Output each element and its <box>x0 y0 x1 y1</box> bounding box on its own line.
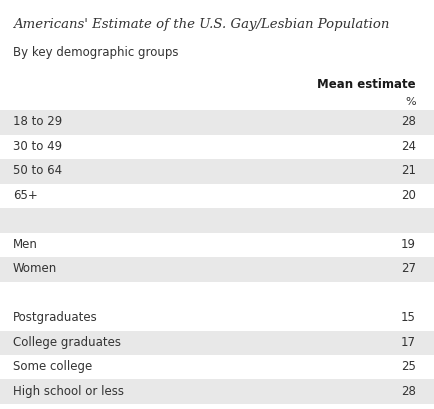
Text: Some college: Some college <box>13 360 92 373</box>
Bar <box>0 159 434 184</box>
Text: 65+: 65+ <box>13 189 38 202</box>
Text: 19: 19 <box>401 238 416 251</box>
Text: 27: 27 <box>401 263 416 275</box>
Bar <box>0 257 434 281</box>
Text: 30 to 49: 30 to 49 <box>13 140 62 153</box>
Text: 24: 24 <box>401 140 416 153</box>
Text: High school or less: High school or less <box>13 385 124 398</box>
Text: Americans' Estimate of the U.S. Gay/Lesbian Population: Americans' Estimate of the U.S. Gay/Lesb… <box>13 18 389 31</box>
Bar <box>0 330 434 355</box>
Text: College graduates: College graduates <box>13 336 121 349</box>
Text: Men: Men <box>13 238 38 251</box>
Text: Mean estimate: Mean estimate <box>317 78 416 91</box>
Text: %: % <box>405 97 416 107</box>
Text: 50 to 64: 50 to 64 <box>13 164 62 178</box>
Text: 18 to 29: 18 to 29 <box>13 115 62 128</box>
Text: 17: 17 <box>401 336 416 349</box>
Bar <box>0 380 434 404</box>
Text: By key demographic groups: By key demographic groups <box>13 46 178 59</box>
Text: Women: Women <box>13 263 57 275</box>
Text: 21: 21 <box>401 164 416 178</box>
Text: 28: 28 <box>401 115 416 128</box>
Text: 28: 28 <box>401 385 416 398</box>
Bar <box>0 208 434 232</box>
Text: 20: 20 <box>401 189 416 202</box>
Text: 15: 15 <box>401 311 416 324</box>
Text: 25: 25 <box>401 360 416 373</box>
Text: Postgraduates: Postgraduates <box>13 311 98 324</box>
Bar <box>0 110 434 135</box>
